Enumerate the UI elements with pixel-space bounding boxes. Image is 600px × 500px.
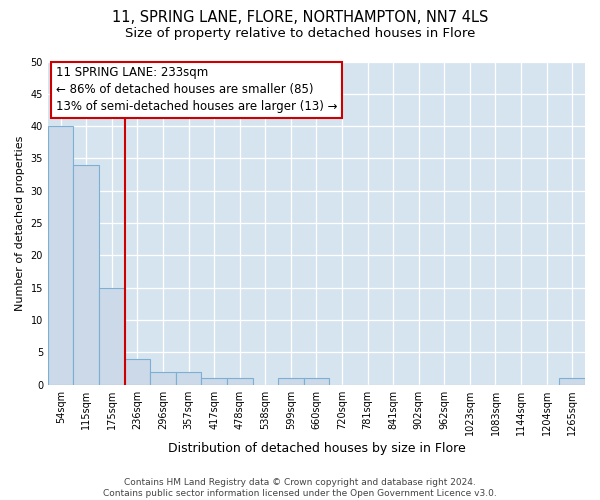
Bar	[278, 378, 304, 384]
Bar	[304, 378, 329, 384]
X-axis label: Distribution of detached houses by size in Flore: Distribution of detached houses by size …	[167, 442, 466, 455]
Bar	[227, 378, 253, 384]
Bar	[125, 359, 150, 384]
Bar	[559, 378, 585, 384]
Text: Contains HM Land Registry data © Crown copyright and database right 2024.
Contai: Contains HM Land Registry data © Crown c…	[103, 478, 497, 498]
Bar	[176, 372, 202, 384]
Text: Size of property relative to detached houses in Flore: Size of property relative to detached ho…	[125, 28, 475, 40]
Bar	[150, 372, 176, 384]
Text: 11 SPRING LANE: 233sqm
← 86% of detached houses are smaller (85)
13% of semi-det: 11 SPRING LANE: 233sqm ← 86% of detached…	[56, 66, 337, 114]
Bar	[48, 126, 73, 384]
Text: 11, SPRING LANE, FLORE, NORTHAMPTON, NN7 4LS: 11, SPRING LANE, FLORE, NORTHAMPTON, NN7…	[112, 10, 488, 25]
Bar	[202, 378, 227, 384]
Bar	[99, 288, 125, 384]
Y-axis label: Number of detached properties: Number of detached properties	[15, 136, 25, 311]
Bar	[73, 165, 99, 384]
